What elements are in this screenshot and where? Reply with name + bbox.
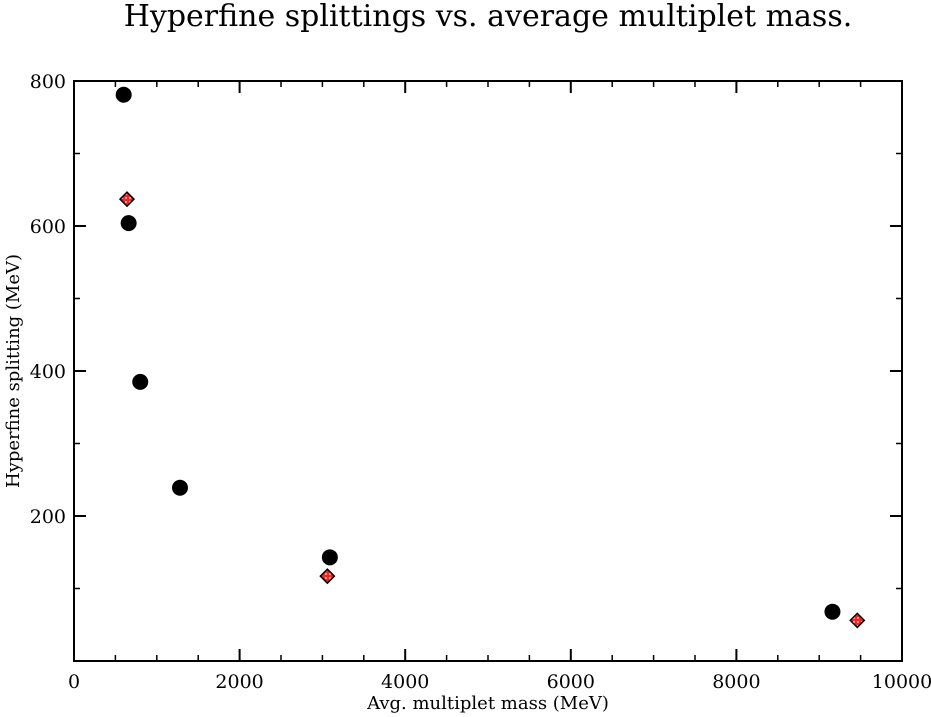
y-tick-label: 200 (30, 506, 66, 528)
circle-data-point (132, 373, 149, 390)
y-tick-label: 600 (30, 216, 66, 238)
x-tick-label: 8000 (712, 671, 760, 693)
axes: 0 2000 4000 6000 8000 10000 200 400 600 800 (30, 71, 931, 693)
x-tick-label: 2000 (215, 671, 263, 693)
data-marks (115, 86, 866, 629)
diamond-data-point (849, 612, 866, 629)
x-tick-label: 0 (68, 671, 80, 693)
y-tick-label: 400 (30, 361, 66, 383)
circle-data-point (115, 86, 132, 103)
x-tick-label: 6000 (547, 671, 595, 693)
circle-data-point (321, 549, 338, 566)
y-axis-label: Hyperfine splitting (MeV) (3, 254, 24, 488)
y-tick-label: 800 (30, 71, 66, 93)
x-tick-label: 10000 (872, 671, 931, 693)
diamond-data-point (319, 568, 336, 585)
chart-title: Hyperfine splittings vs. average multipl… (124, 0, 853, 34)
circle-data-point (120, 215, 137, 232)
x-axis-label: Avg. multiplet mass (MeV) (366, 693, 609, 714)
diamond-data-point (118, 191, 136, 208)
plot-frame (73, 80, 903, 662)
circle-data-point (824, 603, 841, 620)
x-tick-label: 4000 (381, 671, 429, 693)
circle-data-point (171, 479, 188, 496)
